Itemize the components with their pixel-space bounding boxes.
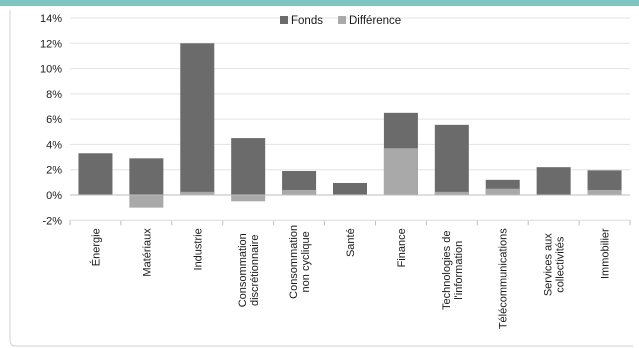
category-label: Services auxcollectivités	[543, 233, 567, 296]
legend-label: Différence	[349, 15, 401, 27]
y-tick-label: 12%	[40, 38, 62, 50]
y-axis-ticks: -2% 0% 2% 4% 6% 8% 10% 12% 14%	[40, 13, 62, 227]
y-tick-label: 10%	[40, 64, 62, 76]
legend-label: Fonds	[291, 15, 323, 27]
bar-difference	[587, 189, 622, 195]
category-labels: Énergie Matériaux Industrie Consommationdis…	[89, 225, 611, 329]
x-axis-ticks	[69, 219, 631, 226]
category-label: Matériaux	[141, 228, 153, 277]
bar-difference	[282, 189, 317, 195]
bar-fonds	[434, 124, 469, 195]
category-label: Technologies del'information	[441, 231, 465, 311]
category-label: Télécommunications	[498, 228, 510, 329]
y-tick-label: 0%	[46, 190, 62, 202]
legend-swatch	[338, 16, 346, 24]
bar-difference	[180, 191, 215, 195]
legend-swatch	[280, 16, 288, 24]
category-label-line: non cyclique	[300, 231, 312, 292]
bar-fonds	[78, 153, 113, 195]
category-label-line: discrétionnaire	[249, 235, 261, 307]
bar-fonds	[333, 182, 367, 195]
bar-difference	[434, 191, 469, 195]
category-label: Consommationdiscrétionnaire	[237, 233, 261, 307]
bars	[78, 43, 622, 208]
legend: Fonds Différence	[280, 15, 401, 27]
category-label-line: Technologies de	[441, 231, 453, 311]
y-tick-label: 2%	[46, 165, 62, 177]
y-tick-label: 14%	[40, 13, 62, 25]
category-label-line: Services aux	[543, 233, 555, 296]
bar-difference	[485, 188, 520, 195]
bar-fonds	[129, 158, 164, 195]
chart-frame	[9, 10, 633, 347]
category-label-line: Télécommunications	[498, 228, 510, 329]
category-label-line: l'information	[453, 241, 465, 300]
category-label-line: Consommation	[288, 225, 300, 299]
category-label-line: Matériaux	[141, 228, 153, 277]
bar-fonds	[231, 138, 266, 195]
category-label-line: Industrie	[192, 228, 204, 270]
bar-fonds	[536, 167, 571, 195]
category-label: Consommationnon cyclique	[288, 225, 312, 299]
y-tick-label: 6%	[46, 114, 62, 126]
bar-difference	[231, 195, 266, 202]
y-tick-label: 4%	[46, 139, 62, 151]
category-label-line: Santé	[345, 228, 357, 257]
category-label-line: Immobilier	[600, 228, 612, 279]
bar-difference	[383, 148, 418, 195]
bar-difference	[129, 195, 164, 208]
y-tick-label: -2%	[42, 215, 62, 227]
category-label: Industrie	[192, 228, 204, 270]
bar-fonds	[180, 43, 215, 196]
category-label-line: Consommation	[237, 233, 249, 307]
y-tick-label: 8%	[46, 89, 62, 101]
category-label: Énergie	[89, 228, 102, 266]
category-label: Immobilier	[600, 228, 612, 279]
top-accent-band	[0, 0, 639, 6]
category-label-line: collectivités	[555, 236, 567, 293]
category-label-line: Finance	[396, 228, 408, 267]
category-label-line: Énergie	[89, 228, 102, 266]
category-label: Santé	[345, 228, 357, 257]
category-label: Finance	[396, 228, 408, 267]
